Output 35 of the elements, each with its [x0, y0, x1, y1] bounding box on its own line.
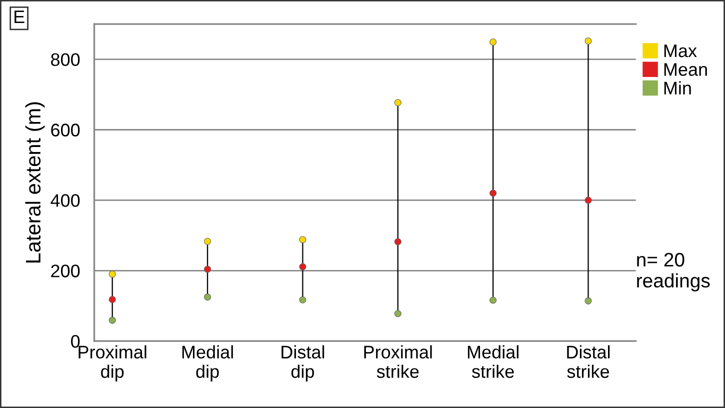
point	[108, 270, 116, 278]
y-axis-title: Lateral extent (m)	[25, 102, 45, 262]
y-tick-label: 200	[51, 264, 80, 278]
point	[584, 196, 592, 204]
point	[584, 297, 592, 304]
legend-label: Max	[664, 44, 697, 58]
legend-label: Mean	[664, 63, 707, 76]
point	[490, 190, 497, 197]
x-tick-label: Proximal dip	[78, 345, 146, 382]
point	[584, 37, 592, 45]
x-tick-label: Medial dip	[182, 345, 233, 382]
point	[394, 310, 402, 318]
point	[394, 238, 402, 246]
y-tick-label: 800	[51, 53, 80, 66]
point	[108, 296, 116, 304]
legend-label: Min	[664, 81, 691, 94]
point	[204, 238, 212, 245]
point	[108, 316, 116, 324]
point	[299, 296, 306, 304]
point	[299, 263, 306, 270]
y-tick-label: 400	[50, 194, 80, 207]
text: n= 20 readings	[637, 252, 710, 292]
x-tick-label: Distal strike	[567, 345, 610, 378]
x-tick-label: Proximal strike	[364, 345, 432, 378]
y-tick-label: 0	[71, 335, 80, 348]
point	[490, 296, 497, 304]
x-tick-label: Medial strike	[468, 345, 518, 378]
text: E	[14, 10, 24, 24]
point	[204, 294, 212, 301]
y-tick-label: 600	[51, 124, 80, 136]
x-tick-label: Distal dip	[282, 345, 324, 382]
point	[490, 38, 497, 46]
point	[204, 266, 212, 273]
point	[299, 236, 306, 244]
point	[394, 99, 402, 106]
